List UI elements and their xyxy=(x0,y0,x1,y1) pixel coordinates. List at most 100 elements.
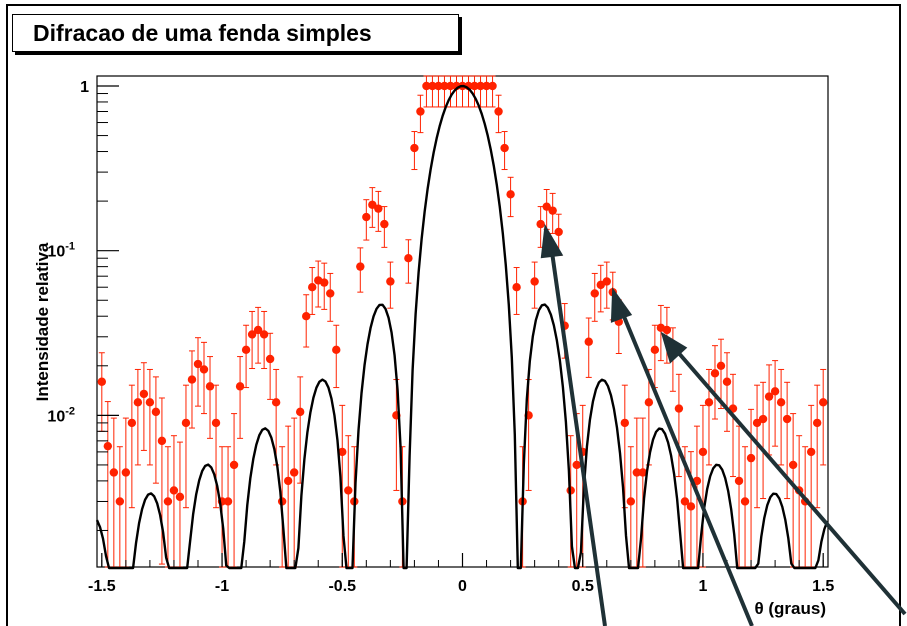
data-marker xyxy=(752,418,762,428)
data-marker xyxy=(302,312,311,321)
data-point-52 xyxy=(410,131,419,171)
data-marker xyxy=(812,418,822,428)
x-tick-label-1: -1 xyxy=(215,578,229,595)
data-point-37 xyxy=(320,262,329,310)
annotation-arrow-1 xyxy=(548,237,607,626)
data-marker xyxy=(109,468,119,477)
y-tick-label-1: 10-1 xyxy=(47,241,75,261)
data-marker xyxy=(440,81,449,91)
data-point-55 xyxy=(428,75,437,108)
annotation-arrows xyxy=(540,223,907,626)
data-point-28 xyxy=(265,332,275,400)
data-marker xyxy=(235,382,245,391)
data-marker xyxy=(470,81,479,91)
data-point-118 xyxy=(806,404,816,568)
data-marker xyxy=(704,398,714,407)
chart-title: Difracao de uma fenda simples xyxy=(33,19,372,46)
data-marker xyxy=(650,345,660,355)
data-marker xyxy=(127,418,137,428)
data-point-105 xyxy=(728,373,738,478)
data-point-58 xyxy=(446,75,455,108)
data-point-9 xyxy=(151,376,161,484)
data-marker xyxy=(205,382,215,391)
data-marker xyxy=(530,277,539,286)
data-marker xyxy=(554,227,563,237)
data-marker xyxy=(193,359,203,369)
data-marker xyxy=(716,361,726,370)
y-tick-label-0: 1 xyxy=(80,79,89,96)
data-marker xyxy=(788,460,798,470)
data-point-69 xyxy=(512,267,521,315)
data-point-45 xyxy=(368,187,377,228)
data-point-87 xyxy=(620,384,630,509)
data-point-84 xyxy=(602,261,611,309)
data-point-51 xyxy=(404,239,413,284)
data-point-4 xyxy=(121,417,131,568)
data-point-54 xyxy=(422,75,431,108)
x-tick-label-4: 0.5 xyxy=(572,578,594,595)
y-tick-exponent: -2 xyxy=(65,405,75,417)
x-tick-label-5: 1 xyxy=(699,578,708,595)
data-marker xyxy=(271,398,281,407)
data-point-19 xyxy=(211,384,221,509)
data-marker xyxy=(674,404,684,413)
data-point-66 xyxy=(494,94,503,134)
data-marker xyxy=(295,407,305,417)
data-point-38 xyxy=(326,272,335,322)
data-marker xyxy=(386,277,395,286)
data-marker xyxy=(572,460,581,470)
frame-right-line xyxy=(899,4,901,626)
data-marker xyxy=(133,398,143,407)
data-point-94 xyxy=(662,306,672,364)
data-marker xyxy=(241,345,251,355)
data-marker xyxy=(97,377,107,386)
data-point-2 xyxy=(109,417,119,568)
data-marker xyxy=(632,468,642,477)
x-tick-label-0: -1.5 xyxy=(88,578,116,595)
data-point-40 xyxy=(338,404,347,568)
data-marker xyxy=(253,325,263,335)
data-point-60 xyxy=(458,75,467,108)
data-marker xyxy=(602,277,611,286)
data-point-75 xyxy=(548,192,557,234)
data-point-112 xyxy=(770,360,780,447)
data-point-3 xyxy=(115,446,125,568)
y-tick-base: 10 xyxy=(47,244,65,261)
plot-area-frame xyxy=(96,75,829,568)
data-marker xyxy=(169,486,179,495)
y-tick-label-2: 10-2 xyxy=(47,405,75,425)
data-point-18 xyxy=(205,356,215,439)
data-marker xyxy=(416,107,425,116)
data-point-32 xyxy=(289,417,299,568)
data-marker xyxy=(434,81,443,91)
x-axis-label: θ (graus) xyxy=(754,599,826,618)
data-marker xyxy=(590,289,599,298)
annotation-arrowhead-2 xyxy=(610,287,633,323)
data-point-13 xyxy=(175,441,185,568)
y-tick-exponent: -1 xyxy=(65,241,75,253)
data-point-82 xyxy=(590,272,599,322)
data-point-117 xyxy=(800,446,810,568)
chart-title-box: Difracao de uma fenda simples xyxy=(12,14,459,52)
data-marker xyxy=(512,283,521,292)
data-point-103 xyxy=(716,338,726,410)
data-marker xyxy=(686,502,696,511)
data-point-73 xyxy=(536,206,545,248)
annotation-arrow-3 xyxy=(668,341,907,616)
data-point-44 xyxy=(362,199,371,241)
frame-left-line xyxy=(6,4,8,626)
data-marker xyxy=(722,377,732,386)
data-point-53 xyxy=(416,94,425,134)
data-point-35 xyxy=(308,267,317,315)
data-point-57 xyxy=(440,75,449,108)
data-marker xyxy=(404,254,413,263)
model-curve xyxy=(95,84,829,570)
data-point-72 xyxy=(530,261,539,309)
data-point-107 xyxy=(740,446,750,568)
data-marker xyxy=(638,468,648,477)
x-tick-label-2: -0.5 xyxy=(328,578,356,595)
data-marker xyxy=(542,202,551,211)
data-marker xyxy=(806,447,816,457)
data-point-22 xyxy=(229,413,239,568)
data-marker xyxy=(344,486,353,495)
